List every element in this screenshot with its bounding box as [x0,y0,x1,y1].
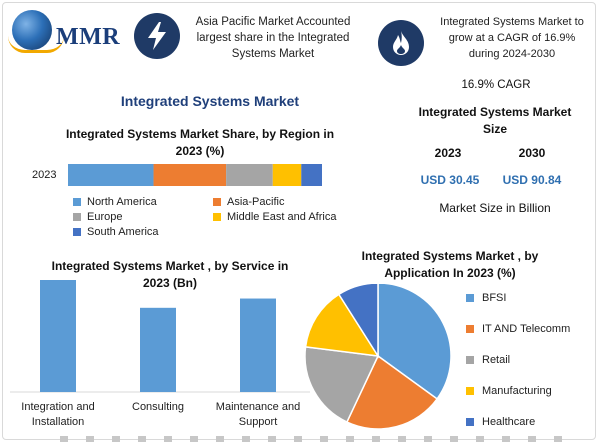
legend-label: Middle East and Africa [227,211,337,223]
market-size-note: Market Size in Billion [439,201,551,215]
footer-decoration [60,436,580,442]
service-category-label: Consulting [132,401,184,413]
value-2030: USD 90.84 [502,173,562,187]
legend-label: IT AND Telecomm [482,323,571,335]
cagr-label: 16.9% CAGR [461,79,531,91]
year-2023: 2023 [434,146,462,160]
service-bar [240,298,276,392]
flame-icon [378,20,424,66]
legend-it-telecomm: IT AND Telecomm [466,323,570,335]
bar-segment-middle-east-and-africa [272,164,302,186]
service-chart-title: Integrated Systems Market , by Service i… [51,259,289,290]
pie-slice-manufacturing [304,293,380,357]
legend-swatch [466,356,474,364]
legend-label: Europe [87,211,123,223]
legend-bfsi: BFSI [466,292,506,304]
bar-segment-north-america [68,164,154,186]
service-category-label: Integration and Installation [21,401,94,428]
page-title: Integrated Systems Market [120,93,300,109]
legend-label: Asia-Pacific [227,196,285,208]
legend-swatch [213,213,221,221]
service-category-label: Maintenance and Support [216,401,300,428]
legend-label: South America [87,226,159,238]
service-bar [40,280,76,392]
pie-legend: BFSI IT AND Telecomm Retail Manufacturin… [466,292,594,434]
legend-swatch [466,387,474,395]
bar-segment-europe [226,164,273,186]
legend-swatch [466,418,474,426]
legend-south-america: South America [73,226,159,238]
headline-asia-pacific: Asia Pacific Market Accounted largest sh… [195,16,351,60]
legend-asia-pacific: Asia-Pacific [213,196,284,208]
legend-label: North America [87,196,157,208]
legend-retail: Retail [466,354,510,366]
year-2030: 2030 [518,146,546,160]
region-bar-category: 2023 [32,169,57,181]
legend-label: Retail [482,354,511,366]
legend-swatch [73,198,81,206]
market-size-title: Integrated Systems Market Size [418,105,572,136]
service-bar [140,307,176,392]
service-bar-chart: Integration and Installation Consulting Mai… [10,280,310,428]
bar-segment-south-america [301,164,322,186]
legend-mea: Middle East and Africa [213,211,336,223]
pie-slice-retail [304,346,380,424]
legend-label: BFSI [482,292,507,304]
legend-europe: Europe [73,211,122,223]
legend-swatch [466,325,474,333]
region-chart-title: Integrated Systems Market Share, by Regi… [65,127,335,158]
legend-manufacturing: Manufacturing [466,385,552,397]
application-pie-chart [304,284,452,430]
legend-north-america: North America [73,196,157,208]
lightning-icon [134,13,180,59]
legend-swatch [213,198,221,206]
region-stacked-bar [68,164,322,186]
value-2023: USD 30.45 [420,173,480,187]
pie-slice-healthcare [337,284,379,359]
application-chart-title: Integrated Systems Market , by Applicati… [361,249,539,280]
logo-swoosh [8,36,64,53]
legend-label: Healthcare [482,416,536,428]
legend-healthcare: Healthcare [466,416,535,428]
bar-segment-asia-pacific [153,164,227,186]
legend-label: Manufacturing [482,385,552,397]
legend-swatch [73,213,81,221]
headline-cagr: Integrated Systems Market to grow at a C… [440,16,584,60]
pie-slice-bfsi [377,284,452,400]
logo-text: MMR [56,24,121,50]
legend-swatch [466,294,474,302]
region-legend: North America Asia-Pacific Europe Middle… [73,196,373,244]
legend-swatch [73,228,81,236]
